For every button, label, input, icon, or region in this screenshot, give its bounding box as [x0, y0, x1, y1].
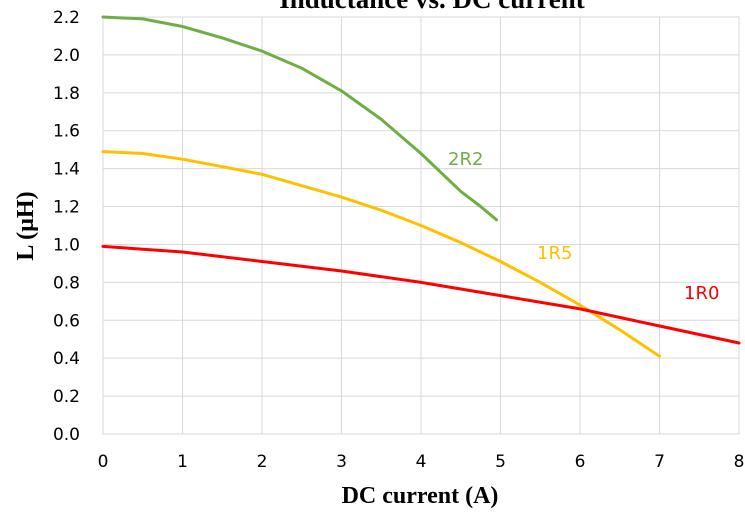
series-line-2r2 [101, 15, 498, 222]
series-label-1r0: 1R0 [684, 283, 719, 304]
chart-title: Inductance vs. DC current [279, 0, 585, 14]
plot-area-frame [102, 16, 740, 435]
y-tick-label: 0.0 [53, 425, 80, 445]
y-tick-label: 0.6 [53, 311, 80, 331]
series-label-2r2: 2R2 [448, 149, 483, 170]
x-tick-label: 6 [575, 452, 586, 472]
x-tick-label: 3 [336, 452, 347, 472]
series-line-1r5 [101, 150, 661, 358]
x-tick-label: 4 [416, 452, 427, 472]
y-tick-label: 2.2 [53, 8, 80, 28]
y-tick-label: 1.4 [53, 160, 80, 180]
series-labels: 2R2 1R5 1R0 [448, 149, 719, 304]
x-tick-label: 8 [734, 452, 745, 472]
y-tick-label: 0.4 [53, 349, 80, 369]
x-axis-title: DC current (A) [342, 483, 499, 509]
y-tick-label: 1.6 [53, 122, 80, 142]
series-line-1r0 [101, 244, 741, 345]
y-tick-label: 1.2 [53, 198, 80, 218]
y-tick-label: 0.8 [53, 273, 80, 293]
y-tick-label: 0.2 [53, 387, 80, 407]
x-tick-label: 5 [495, 452, 506, 472]
x-tick-label: 2 [257, 452, 268, 472]
y-tick-label: 1.8 [53, 84, 80, 104]
y-axis-title: L (µH) [13, 191, 39, 260]
y-tick-labels: 0.0 0.2 0.4 0.6 0.8 1.0 1.2 1.4 1.6 1.8 2.0 2.2 [53, 8, 80, 445]
x-tick-labels: 0 1 2 3 4 5 6 7 8 [98, 452, 745, 472]
x-tick-label: 0 [98, 452, 109, 472]
x-tick-label: 1 [177, 452, 188, 472]
series-curves [101, 15, 741, 358]
y-tick-label: 2.0 [53, 46, 80, 66]
y-tick-label: 1.0 [53, 235, 80, 255]
series-label-1r5: 1R5 [537, 243, 572, 264]
x-tick-label: 7 [654, 452, 665, 472]
